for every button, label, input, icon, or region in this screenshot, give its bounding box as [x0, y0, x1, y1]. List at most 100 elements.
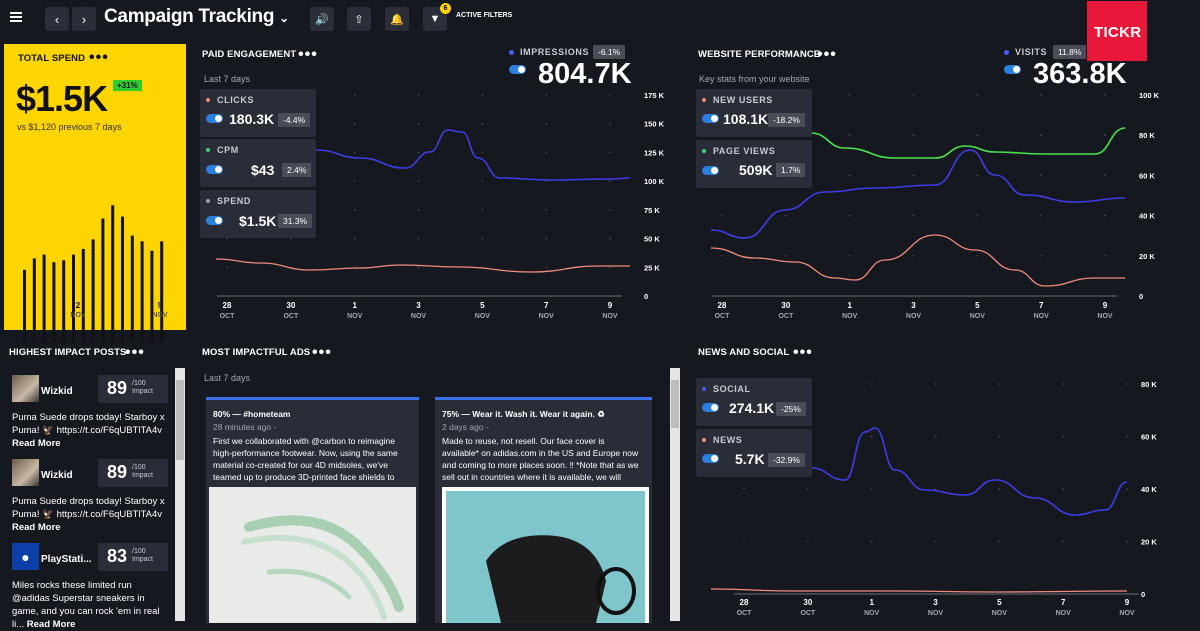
page-views-line	[810, 127, 1126, 159]
filter-count-badge: 6	[440, 3, 451, 14]
forward-button[interactable]: ›	[72, 7, 96, 31]
spend-bar	[91, 239, 95, 342]
spend-toggle[interactable]	[206, 216, 223, 225]
face-shield-illustration	[241, 515, 404, 620]
spend-bar	[160, 241, 164, 342]
active-filters-label[interactable]: ACTIVE FILTERS	[456, 12, 513, 19]
ad-time: 28 minutes ago -	[213, 422, 277, 432]
new-users-toggle[interactable]	[702, 114, 719, 123]
total-spend-more-button[interactable]: •••	[89, 49, 109, 66]
post-item[interactable]: Wizkid 89/100 Impact Puma Suede drops tod…	[6, 459, 168, 539]
wp-x-tick-month: NOV	[1034, 313, 1050, 320]
wp-grid-dot	[848, 134, 851, 136]
ns-grid-dot	[807, 488, 809, 490]
social-line	[810, 427, 1128, 516]
page-title[interactable]: Campaign Tracking ⌄	[104, 6, 289, 27]
pe-grid-dot	[226, 266, 228, 269]
avatar	[12, 459, 39, 486]
post-text: Miles rocks these limited run @adidas Su…	[12, 580, 160, 630]
wp-grid-dot	[1104, 214, 1106, 217]
wp-grid-dot	[1040, 255, 1042, 257]
ads-scrollbar[interactable]	[670, 368, 680, 621]
menu-icon[interactable]	[10, 12, 22, 22]
wp-grid-dot	[721, 214, 723, 217]
wp-y-tick: 100 K	[1139, 91, 1160, 100]
wp-y-tick: 80 K	[1139, 131, 1155, 140]
pe-y-tick: 100 K	[644, 177, 665, 186]
pe-grid-dot	[545, 266, 547, 269]
social-toggle[interactable]	[702, 403, 719, 412]
ns-x-tick-day: 3	[933, 598, 938, 607]
ad-image-face-cover	[442, 487, 649, 623]
ns-x-tick-month: NOV	[928, 610, 944, 617]
ad-card[interactable]: 80% — #hometeam 28 minutes ago - First w…	[206, 397, 419, 623]
news-social-more-button[interactable]: •••	[793, 344, 813, 361]
impressions-line	[315, 129, 631, 181]
page-views-toggle[interactable]	[702, 166, 719, 175]
ns-grid-dot	[998, 383, 1001, 385]
impactful-ads-subtitle: Last 7 days	[204, 373, 251, 383]
news-value: 5.7K	[735, 451, 765, 467]
wp-grid-dot	[848, 255, 851, 257]
read-more-link[interactable]: Read More	[26, 619, 76, 630]
page-views-change: 1.7%	[776, 163, 806, 177]
wp-x-tick-month: NOV	[1097, 313, 1113, 320]
pe-y-tick: 50 K	[644, 235, 660, 244]
impactful-ads-more-button[interactable]: •••	[312, 344, 332, 361]
pe-grid-dot	[545, 209, 547, 211]
cpm-label: CPM	[217, 145, 239, 155]
cpm-value: $43	[251, 162, 275, 178]
total-spend-x-tick: 2 NOV	[70, 301, 86, 319]
post-item[interactable]: Wizkid 89/100 Impact Puma Suede drops tod…	[6, 375, 168, 455]
share-button[interactable]: ⇧	[347, 7, 371, 31]
read-more-link[interactable]: Read More	[12, 522, 61, 533]
share-icon: ⇧	[354, 13, 364, 26]
visits-label: VISITS	[1015, 47, 1048, 57]
wp-x-tick-day: 7	[1039, 301, 1044, 310]
playstation-avatar: ●	[12, 543, 39, 570]
impact-score: 89/100 Impact	[98, 459, 168, 487]
ns-y-tick: 40 K	[1141, 485, 1157, 494]
ns-grid-dot	[870, 383, 873, 385]
clicks-toggle[interactable]	[206, 114, 223, 123]
pe-grid-dot	[417, 209, 420, 211]
ns-x-tick-month: NOV	[864, 610, 880, 617]
wp-x-tick-day: 3	[911, 301, 916, 310]
cpm-toggle[interactable]	[206, 165, 223, 174]
wp-grid-dot	[1040, 174, 1042, 177]
wp-y-tick: 20 K	[1139, 252, 1155, 261]
ns-y-tick: 60 K	[1141, 433, 1157, 442]
post-text: Puma Suede drops today! Starboy x Puma! …	[12, 412, 165, 449]
impact-score: 89/100 Impact	[98, 375, 168, 403]
ns-x-tick-day: 7	[1061, 598, 1066, 607]
new-users-dot	[702, 98, 706, 102]
ns-grid-dot	[998, 488, 1001, 490]
post-item[interactable]: ● PlayStati... 83/100 Impact Miles rocks …	[6, 543, 168, 630]
ad-card[interactable]: 75% — Wear it. Wash it. Wear it again. ♻…	[435, 397, 652, 623]
impressions-toggle[interactable]	[509, 65, 526, 74]
website-performance-more-button[interactable]: •••	[817, 46, 837, 63]
news-toggle[interactable]	[702, 454, 719, 463]
paid-engagement-more-button[interactable]: •••	[298, 46, 318, 63]
wp-grid-dot	[785, 214, 787, 217]
wp-grid-dot	[1040, 94, 1042, 96]
visits-toggle[interactable]	[1004, 65, 1021, 74]
ns-x-tick-day: 1	[869, 598, 874, 607]
metric-card-spend: SPEND $1.5K 31.3%	[200, 190, 316, 238]
impactful-ads-title: MOST IMPACTFUL ADS	[202, 347, 311, 358]
ns-grid-dot	[1062, 435, 1064, 438]
total-spend-comparison: vs $1,120 previous 7 days	[17, 122, 122, 132]
pe-grid-dot	[417, 180, 420, 182]
sound-button[interactable]: 🔊	[310, 7, 334, 31]
back-button[interactable]: ‹	[45, 7, 69, 31]
wp-grid-dot	[1040, 134, 1042, 136]
highest-impact-more-button[interactable]: •••	[125, 344, 145, 361]
spend-change: 31.3%	[278, 214, 313, 228]
pe-grid-dot	[417, 237, 420, 240]
pe-grid-dot	[353, 209, 356, 211]
page-views-label: PAGE VIEWS	[713, 146, 776, 156]
read-more-link[interactable]: Read More	[12, 438, 61, 449]
notifications-button[interactable]: 🔔	[385, 7, 409, 31]
ns-grid-dot	[807, 540, 809, 543]
posts-scrollbar[interactable]	[175, 368, 185, 621]
